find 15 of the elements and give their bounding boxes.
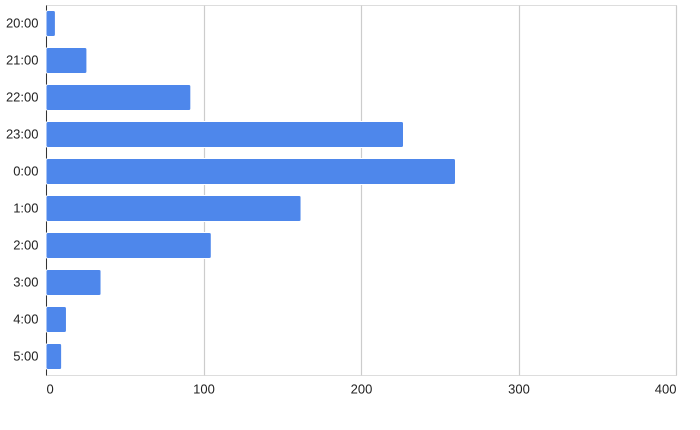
x-tick-label: 0 (46, 382, 54, 396)
y-tick-label: 5:00 (13, 348, 38, 364)
y-tick-label: 21:00 (6, 52, 38, 68)
x-tick-label: 400 (654, 382, 676, 396)
y-tick-label: 22:00 (6, 90, 38, 104)
y-tick-label: 0:00 (13, 164, 38, 178)
x-tick-label: 100 (193, 382, 215, 396)
y-tick-label: 23:00 (6, 126, 38, 142)
y-tick-label: 4:00 (13, 312, 38, 326)
x-tick-label: 200 (350, 382, 372, 396)
x-tick-label: 300 (508, 382, 530, 396)
y-tick-label: 1:00 (13, 200, 38, 216)
y-tick-label: 2:00 (13, 238, 38, 252)
y-tick-label: 3:00 (13, 274, 38, 290)
y-tick-label: 20:00 (6, 16, 38, 30)
